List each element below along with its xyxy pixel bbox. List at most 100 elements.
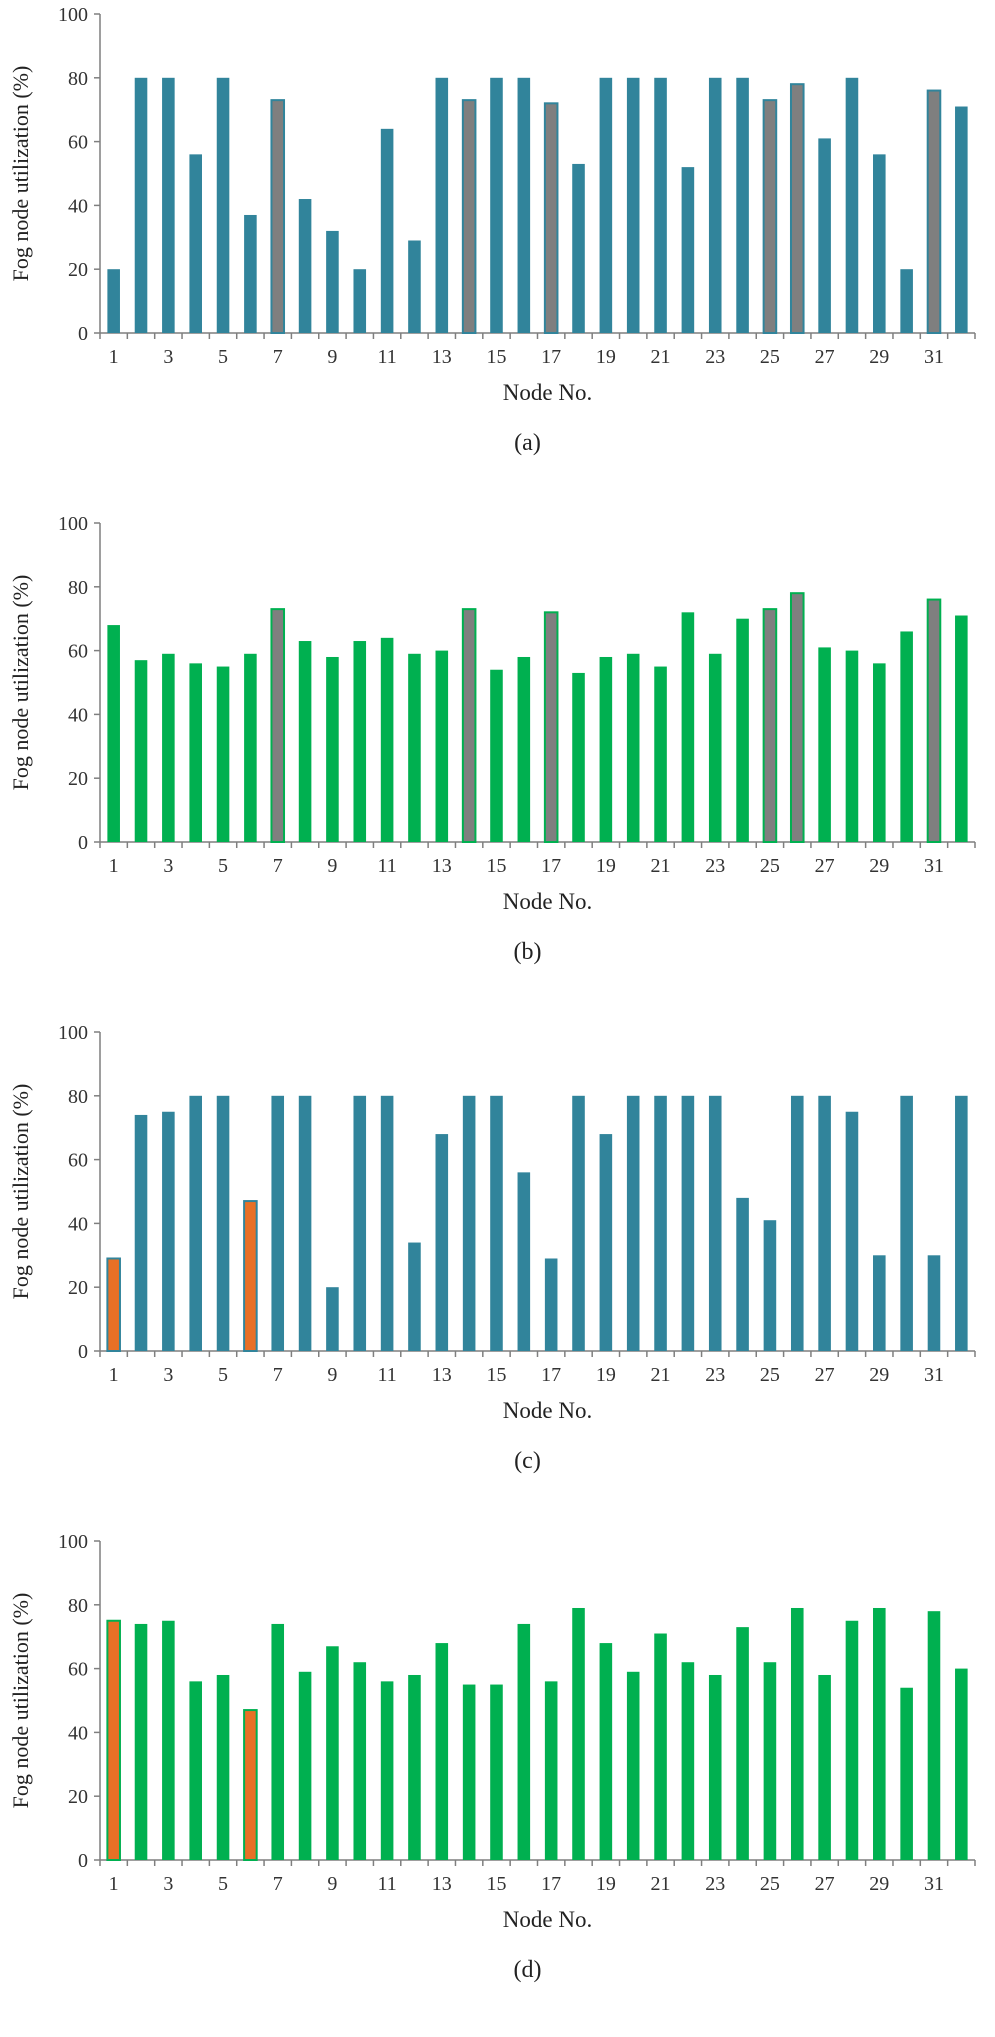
bar-node-23 [708, 653, 722, 842]
chart-caption: (c) [514, 1448, 541, 1474]
bar-node-30 [900, 1095, 913, 1351]
bar-node-10 [353, 641, 367, 842]
bar-node-25 [762, 608, 778, 843]
bar-node-21 [654, 77, 667, 333]
bar-node-2 [134, 1623, 148, 1860]
x-tick-label: 1 [109, 1873, 119, 1895]
y-axis-title: Fog node utilization (%) [8, 1084, 33, 1300]
y-tick-label: 100 [58, 1531, 88, 1553]
chart-panel-a: 0 20 40 60 80 100 1 3 5 7 9 11 13 15 17 19 21 23 25 27 29 31 N… [0, 0, 995, 509]
x-axis-title: Node No. [503, 1398, 592, 1423]
bar-node-14 [461, 608, 477, 843]
bar-node-28 [845, 650, 859, 842]
bar-node-6 [243, 1709, 258, 1861]
bar-node-3 [162, 77, 175, 333]
bar-node-21 [654, 666, 667, 842]
bar-node-4 [189, 154, 202, 333]
x-tick-label: 21 [651, 1873, 671, 1895]
x-tick-label: 19 [596, 855, 616, 877]
x-tick-label: 23 [705, 1364, 725, 1386]
bar-node-23 [708, 1095, 722, 1351]
y-tick-label: 40 [68, 704, 88, 726]
bar-node-18 [572, 163, 585, 333]
bar-node-20 [626, 1671, 640, 1860]
x-tick-label: 21 [651, 1364, 671, 1386]
bar-node-2 [134, 1114, 148, 1351]
bar-node-32 [955, 1668, 968, 1860]
bar-node-22 [681, 1095, 695, 1351]
x-tick-label: 11 [377, 1364, 396, 1386]
bar-node-24 [736, 1627, 749, 1860]
bar-node-8 [298, 199, 312, 333]
bar-node-13 [435, 1643, 449, 1860]
bar-node-9 [326, 1646, 339, 1860]
x-tick-label: 15 [486, 855, 506, 877]
x-tick-label: 29 [869, 1364, 889, 1386]
bar-node-7 [270, 99, 286, 334]
bar-node-16 [517, 1623, 531, 1860]
y-axis-title: Fog node utilization (%) [8, 66, 33, 282]
bar-node-29 [873, 1255, 886, 1351]
y-tick-label: 60 [68, 132, 88, 154]
x-tick-label: 7 [273, 1364, 283, 1386]
bar-node-20 [626, 77, 640, 333]
x-tick-label: 25 [760, 1873, 780, 1895]
bar-node-12 [408, 1242, 421, 1351]
bar-node-20 [626, 653, 640, 842]
y-tick-label: 20 [68, 259, 88, 281]
x-tick-label: 9 [327, 1364, 337, 1386]
x-tick-label: 5 [218, 855, 228, 877]
x-tick-label: 29 [869, 346, 889, 368]
x-tick-label: 27 [815, 1873, 835, 1895]
bar-node-23 [708, 1674, 722, 1860]
bar-node-27 [818, 647, 831, 842]
bar-node-28 [845, 1620, 859, 1860]
x-tick-label: 11 [377, 346, 396, 368]
x-tick-label: 15 [486, 1873, 506, 1895]
x-tick-label: 17 [541, 1364, 561, 1386]
bar-node-27 [818, 138, 831, 333]
bar-node-15 [490, 1095, 503, 1351]
bar-node-11 [380, 1681, 394, 1860]
bar-node-18 [572, 1607, 585, 1860]
x-tick-label: 7 [273, 855, 283, 877]
chart-caption: (d) [514, 1957, 542, 1983]
bar-node-2 [134, 660, 148, 842]
x-tick-label: 29 [869, 855, 889, 877]
bar-node-8 [298, 1095, 312, 1351]
bar-node-13 [435, 1134, 449, 1351]
bar-node-14 [462, 1095, 476, 1351]
bar-node-30 [900, 631, 913, 842]
y-tick-label: 60 [68, 1150, 88, 1172]
bar-node-12 [408, 653, 421, 842]
bar-node-19 [599, 1643, 613, 1860]
x-tick-label: 19 [596, 1364, 616, 1386]
x-tick-label: 19 [596, 1873, 616, 1895]
x-tick-label: 19 [596, 346, 616, 368]
x-tick-label: 31 [924, 1364, 944, 1386]
x-tick-label: 1 [109, 346, 119, 368]
bar-node-5 [216, 77, 230, 333]
x-tick-label: 5 [218, 1873, 228, 1895]
bar-node-28 [845, 1111, 859, 1351]
y-tick-label: 40 [68, 1722, 88, 1744]
x-tick-label: 7 [273, 346, 283, 368]
bar-node-26 [790, 1095, 804, 1351]
bar-node-19 [599, 77, 613, 333]
bar-node-15 [490, 77, 503, 333]
y-tick-label: 80 [68, 68, 88, 90]
x-tick-label: 13 [432, 1364, 452, 1386]
bar-node-19 [599, 656, 613, 842]
bar-node-24 [736, 1197, 749, 1351]
bar-node-27 [818, 1674, 831, 1860]
y-tick-label: 80 [68, 1595, 88, 1617]
x-tick-label: 31 [924, 346, 944, 368]
bar-node-31 [926, 598, 942, 843]
bar-node-11 [380, 637, 394, 842]
bar-node-15 [490, 1684, 503, 1860]
x-tick-label: 17 [541, 346, 561, 368]
x-tick-label: 21 [651, 346, 671, 368]
bar-node-29 [873, 1607, 886, 1860]
bar-node-4 [189, 663, 202, 842]
